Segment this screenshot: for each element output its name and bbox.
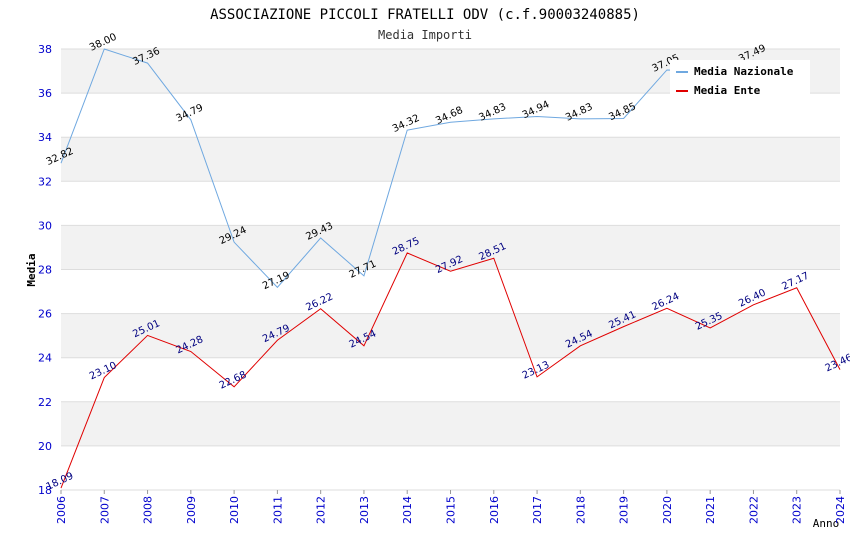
- y-tick-label: 20: [38, 440, 52, 453]
- grid-bands: [61, 49, 840, 446]
- x-tick-label: 2017: [531, 496, 544, 524]
- chart-title: ASSOCIAZIONE PICCOLI FRATELLI ODV (c.f.9…: [210, 7, 640, 23]
- x-tick-label: 2012: [315, 496, 328, 524]
- grid-band: [61, 313, 840, 358]
- x-tick-label: 2007: [98, 496, 111, 524]
- data-label-nazionale: 34.68: [434, 105, 465, 127]
- x-tick-label: 2020: [661, 496, 674, 524]
- y-tick-label: 24: [38, 352, 52, 365]
- x-tick-label: 2016: [488, 496, 501, 524]
- gridlines: [61, 48, 840, 491]
- y-tick-label: 28: [38, 264, 52, 277]
- x-tick-label: 2021: [704, 496, 717, 524]
- data-label-nazionale: 34.79: [174, 102, 205, 124]
- data-label-ente: 23.13: [521, 360, 552, 382]
- x-tick-label: 2010: [228, 496, 241, 524]
- x-tick-label: 2013: [358, 496, 371, 524]
- y-axis-label: Media: [25, 253, 38, 286]
- legend: Media Nazionale Media Ente: [670, 60, 810, 97]
- x-tick-label: 2006: [55, 496, 68, 524]
- legend-label-media-ente: Media Ente: [694, 84, 761, 97]
- y-tick-label: 34: [38, 131, 52, 144]
- x-tick-label: 2014: [401, 496, 414, 524]
- y-tick-label: 26: [38, 308, 52, 321]
- data-label-nazionale: 34.94: [521, 99, 552, 121]
- data-label-ente: 26.22: [304, 291, 335, 313]
- series-line-1: [60, 252, 841, 489]
- x-tick-label: 2018: [574, 496, 587, 524]
- y-tick-label: 30: [38, 219, 52, 232]
- x-axis-ticks: 2006 2007 2008 2009 2010 2011 2012 2013 2014 2015…: [55, 490, 847, 524]
- y-tick-label: 18: [38, 484, 52, 497]
- chart-subtitle: Media Importi: [378, 28, 472, 42]
- data-label-ente: 22.68: [218, 370, 249, 392]
- data-label-ente: 18.09: [45, 471, 76, 493]
- y-axis-ticks: 18 20 22 24 26 28 30 32 34 36 38: [38, 43, 52, 497]
- y-tick-label: 38: [38, 43, 52, 56]
- x-tick-label: 2022: [747, 496, 760, 524]
- data-label-nazionale: 34.83: [564, 102, 595, 124]
- data-label-ente: 27.17: [780, 270, 811, 292]
- grid-band: [61, 137, 840, 182]
- legend-label-media-nazionale: Media Nazionale: [694, 65, 794, 78]
- grid-band: [61, 401, 840, 446]
- y-tick-label: 32: [38, 175, 52, 188]
- data-label-nazionale: 34.83: [477, 102, 508, 124]
- y-tick-label: 22: [38, 396, 52, 409]
- x-tick-label: 2024: [834, 496, 847, 524]
- legend-box: [670, 60, 810, 96]
- data-label-nazionale: 34.85: [607, 101, 638, 123]
- x-tick-label: 2019: [618, 496, 631, 524]
- y-tick-label: 36: [38, 87, 52, 100]
- series-lines: [60, 48, 841, 489]
- grid-band: [61, 225, 840, 270]
- data-label-ente: 26.24: [651, 291, 682, 313]
- data-label-nazionale: 34.32: [391, 113, 422, 135]
- series-line-0: [60, 48, 754, 289]
- x-axis-label: Anno: [813, 517, 840, 530]
- x-tick-label: 2023: [791, 496, 804, 524]
- data-label-nazionale: 27.19: [261, 270, 292, 292]
- data-label-ente: 26.40: [737, 287, 768, 309]
- x-tick-label: 2011: [271, 496, 284, 524]
- x-tick-label: 2008: [142, 496, 155, 524]
- x-tick-label: 2009: [185, 496, 198, 524]
- x-tick-label: 2015: [445, 496, 458, 524]
